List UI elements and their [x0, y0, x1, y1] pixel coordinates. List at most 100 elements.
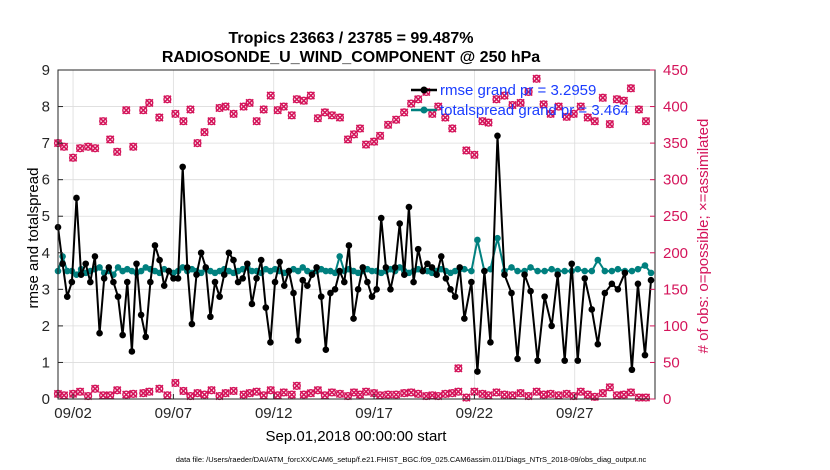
obs-assimilated-marker	[626, 388, 636, 397]
rmse-point	[354, 286, 362, 293]
obs-possible-marker	[68, 153, 78, 162]
rmse-point	[534, 357, 541, 364]
rmse-point	[133, 260, 140, 268]
obs-assimilated-marker	[299, 390, 308, 399]
obs-possible-marker	[634, 105, 644, 114]
obs-possible-marker	[306, 91, 316, 100]
rmse-point	[147, 278, 154, 286]
obs-assimilated-marker	[145, 387, 154, 396]
rmse-point	[336, 267, 343, 275]
rmse-point	[428, 264, 436, 271]
obs-possible-marker	[598, 93, 607, 102]
obs-possible-marker	[508, 100, 517, 110]
obs-assimilated-marker	[306, 388, 316, 398]
obs-assimilated-marker	[75, 387, 85, 396]
rmse-point	[77, 271, 85, 279]
obs-assimilated-marker	[320, 391, 330, 400]
rmse-point	[317, 293, 325, 300]
rmse-point	[68, 278, 76, 286]
totalspread-point	[608, 267, 616, 275]
totalspread-point	[468, 267, 475, 275]
obs-possible-marker	[75, 144, 85, 153]
obs-assimilated-marker	[179, 386, 188, 396]
rmse-point	[207, 313, 214, 321]
rmse-point	[391, 264, 399, 271]
obs-possible-marker	[122, 106, 131, 115]
rmse-point	[451, 293, 459, 300]
rmse-point	[63, 293, 71, 300]
obs-possible-marker	[583, 113, 592, 122]
rmse-point	[377, 214, 385, 222]
rmse-point	[128, 348, 136, 355]
rmse-point	[220, 271, 228, 279]
obs-assimilated-marker	[207, 386, 216, 395]
rmse-point	[267, 339, 274, 346]
rmse-point	[468, 278, 475, 286]
obs-assimilated-marker	[619, 390, 629, 399]
rmse-point	[234, 278, 242, 286]
axis-ticks: 0 1 2 3 4 5 6 7 8 9 0 50 100 150 200 250 300 350 400 450 09/…	[42, 62, 688, 422]
obs-possible-marker	[539, 100, 548, 109]
obs-assimilated-marker	[361, 387, 371, 396]
x-tick-label: 09/17	[355, 405, 393, 422]
totalspread-point	[594, 256, 602, 264]
obs-possible-marker	[98, 117, 108, 126]
obs-possible-marker	[179, 117, 188, 126]
obs-assimilated-marker	[375, 391, 385, 400]
rmse-point	[647, 276, 655, 284]
obs-assimilated-marker	[391, 390, 401, 399]
rmse-point	[151, 242, 159, 249]
rmse-point	[419, 267, 427, 275]
legend-spread-label: totalspread grand pr = 3.464	[440, 102, 629, 119]
rmse-point	[359, 264, 367, 271]
y-right-tick-label: 0	[663, 391, 671, 408]
obs-possible-marker	[462, 146, 471, 155]
obs-possible-marker	[626, 84, 636, 93]
obs-count-markers	[53, 74, 651, 402]
rmse-point	[601, 289, 609, 297]
series-lines	[54, 132, 655, 375]
rmse-point	[561, 357, 568, 364]
obs-possible-marker	[287, 111, 296, 120]
obs-assimilated-marker	[612, 391, 622, 400]
obs-assimilated-marker	[454, 387, 463, 396]
obs-assimilated-marker	[313, 386, 323, 395]
obs-possible-marker	[532, 74, 541, 83]
rmse-point	[313, 264, 320, 271]
obs-possible-marker	[83, 142, 93, 151]
y-right-tick-label: 100	[663, 318, 688, 335]
obs-assimilated-marker	[500, 390, 509, 399]
rmse-point	[100, 275, 108, 282]
legend-spread-marker	[420, 106, 428, 114]
obs-assimilated-marker	[562, 389, 571, 399]
obs-possible-marker	[454, 364, 463, 373]
rmse-point	[294, 337, 302, 344]
rmse-point	[447, 286, 454, 293]
rmse-point	[211, 278, 219, 286]
obs-possible-marker	[391, 115, 401, 124]
obs-possible-marker	[327, 111, 337, 120]
rmse-point	[350, 315, 357, 322]
obs-assimilated-marker	[576, 387, 585, 396]
y-right-tick-label: 150	[663, 281, 688, 298]
obs-assimilated-marker	[122, 390, 131, 399]
obs-assimilated-marker	[492, 388, 501, 397]
rmse-point	[114, 293, 122, 300]
totalspread-point	[614, 265, 622, 273]
obs-assimilated-marker	[539, 390, 548, 399]
totalspread-point	[299, 264, 307, 271]
y-left-tick-label: 7	[42, 135, 50, 152]
rmse-point	[474, 368, 481, 375]
rmse-point	[382, 264, 390, 271]
rmse-point	[96, 329, 103, 337]
x-tick-label: 09/02	[54, 405, 92, 422]
rmse-point	[91, 253, 99, 260]
rmse-point	[494, 132, 501, 140]
rmse-point	[387, 286, 394, 293]
totalspread-point	[581, 267, 589, 275]
rmse-point	[87, 278, 94, 286]
obs-possible-marker	[171, 109, 180, 119]
y-left-tick-label: 5	[42, 208, 50, 225]
obs-assimilated-marker	[129, 389, 138, 399]
rmse-point	[608, 280, 616, 288]
